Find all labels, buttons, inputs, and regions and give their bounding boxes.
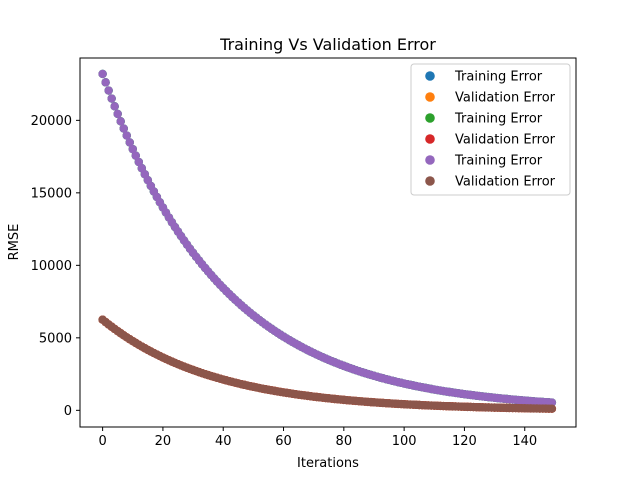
chart-title: Training Vs Validation Error bbox=[219, 35, 436, 54]
legend-marker bbox=[425, 113, 435, 123]
legend-marker bbox=[425, 155, 435, 165]
legend-label: Validation Error bbox=[455, 91, 556, 106]
x-tick-label: 20 bbox=[155, 434, 172, 449]
series-4-points bbox=[98, 69, 557, 407]
y-tick-label: 15000 bbox=[31, 186, 72, 201]
data-point bbox=[131, 151, 140, 160]
data-point bbox=[128, 144, 137, 154]
legend-marker bbox=[425, 92, 435, 102]
data-point bbox=[113, 109, 122, 119]
data-points bbox=[98, 69, 557, 413]
data-point bbox=[101, 78, 110, 87]
legend-label: Validation Error bbox=[455, 175, 556, 190]
y-tick-label: 0 bbox=[64, 404, 72, 419]
y-tick-label: 10000 bbox=[31, 259, 72, 274]
x-tick-label: 140 bbox=[512, 434, 537, 449]
y-axis-ticks: 0 5000 10000 15000 20000 bbox=[31, 114, 80, 419]
legend: Training Error Validation Error Training E… bbox=[410, 63, 571, 196]
y-tick-label: 20000 bbox=[31, 114, 72, 129]
x-axis-label: Iterations bbox=[297, 456, 359, 471]
data-point bbox=[116, 117, 125, 126]
legend-marker bbox=[425, 71, 435, 81]
x-tick-label: 120 bbox=[452, 434, 477, 449]
x-tick-label: 60 bbox=[275, 434, 292, 449]
x-tick-label: 40 bbox=[215, 434, 232, 449]
data-point bbox=[547, 404, 557, 413]
data-point bbox=[119, 124, 128, 133]
y-axis-label: RMSE bbox=[7, 224, 22, 261]
data-point bbox=[98, 69, 107, 79]
x-tick-label: 80 bbox=[336, 434, 353, 449]
legend-label: Training Error bbox=[454, 154, 543, 169]
legend-marker bbox=[425, 176, 435, 186]
data-point bbox=[125, 138, 134, 147]
data-point bbox=[104, 86, 113, 95]
data-point bbox=[122, 131, 131, 140]
legend-box bbox=[410, 63, 571, 196]
x-tick-label: 0 bbox=[98, 434, 106, 449]
legend-label: Training Error bbox=[454, 112, 543, 127]
data-point bbox=[107, 94, 116, 103]
x-tick-label: 100 bbox=[392, 434, 417, 449]
y-tick-label: 5000 bbox=[39, 331, 72, 346]
plot-frame bbox=[79, 57, 577, 428]
data-point bbox=[110, 102, 119, 111]
x-axis-ticks: 0 20 40 60 80 100 120 140 bbox=[98, 427, 537, 449]
legend-marker bbox=[425, 134, 435, 144]
legend-label: Training Error bbox=[454, 70, 543, 85]
series-5-points bbox=[98, 315, 557, 413]
legend-label: Validation Error bbox=[455, 133, 556, 148]
